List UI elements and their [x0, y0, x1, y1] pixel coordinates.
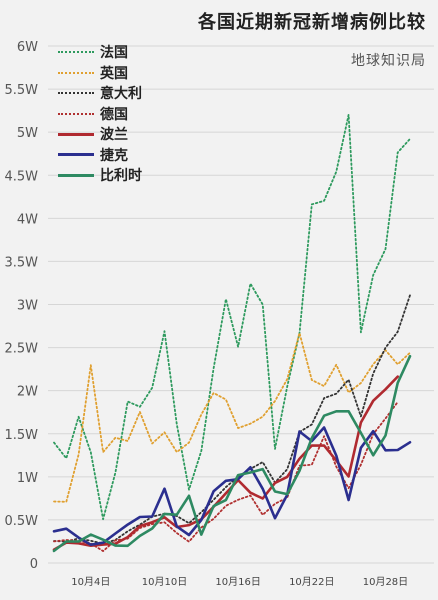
series-line-6	[52, 354, 412, 553]
y-tick-label: 3W	[17, 299, 38, 314]
y-tick-label: 6W	[17, 40, 38, 55]
y-tick-label: 3.5W	[4, 255, 38, 270]
legend-label: 比利时	[100, 168, 142, 185]
legend: 法国英国意大利德国波兰捷克比利时	[58, 42, 142, 186]
legend-label: 英国	[100, 65, 128, 82]
series-line-1	[53, 332, 411, 503]
legend-item: 波兰	[58, 124, 142, 145]
legend-label: 法国	[100, 45, 128, 62]
legend-item: 英国	[58, 63, 142, 84]
y-tick-label: 0	[30, 557, 38, 572]
y-tick-label: 1W	[17, 471, 38, 486]
legend-swatch	[58, 132, 94, 136]
x-tick-label: 10月28日	[363, 576, 408, 588]
legend-item: 法国	[58, 42, 142, 63]
y-tick-label: 1.5W	[4, 428, 38, 443]
legend-swatch	[58, 173, 94, 177]
x-tick-label: 10月10日	[142, 576, 187, 588]
y-tick-label: 0.5W	[4, 514, 38, 529]
series-line-4	[52, 375, 399, 551]
y-tick-label: 5.5W	[4, 83, 38, 98]
legend-swatch	[58, 153, 94, 157]
series-line-2	[53, 294, 411, 545]
y-tick-label: 5W	[17, 126, 38, 141]
legend-label: 波兰	[100, 127, 128, 144]
legend-item: 捷克	[58, 145, 142, 166]
y-tick-label: 4W	[17, 212, 38, 227]
x-tick-label: 10月16日	[215, 576, 260, 588]
legend-swatch	[58, 112, 94, 115]
legend-item: 意大利	[58, 83, 142, 104]
legend-label: 意大利	[100, 86, 142, 103]
legend-item: 德国	[58, 104, 142, 125]
y-tick-label: 2.5W	[4, 342, 38, 357]
source-label: 地球知识局	[351, 53, 426, 69]
legend-label: 捷克	[100, 147, 128, 164]
series-line-0	[53, 113, 411, 521]
page-title: 各国近期新冠新增病例比较	[198, 12, 426, 33]
x-tick-label: 10月22日	[289, 576, 334, 588]
legend-swatch	[58, 92, 94, 95]
y-tick-label: 4.5W	[4, 169, 38, 184]
legend-swatch	[58, 51, 94, 54]
y-tick-label: 2W	[17, 385, 38, 400]
x-tick-label: 10月4日	[71, 576, 110, 588]
legend-item: 比利时	[58, 165, 142, 186]
legend-label: 德国	[100, 106, 128, 123]
series-line-5	[52, 426, 412, 546]
legend-swatch	[58, 71, 94, 74]
